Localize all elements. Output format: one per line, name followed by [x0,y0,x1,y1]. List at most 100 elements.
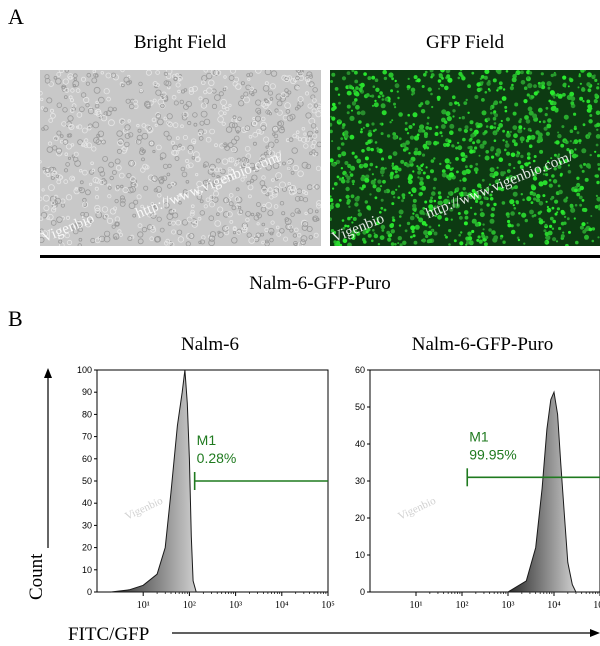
bright-cell [234,135,240,141]
gfp-cell [530,201,534,205]
gfp-cell [581,199,585,202]
gfp-cell [381,110,387,116]
gfp-cell [555,140,560,145]
bright-cell [300,239,307,246]
y-tick-label: 10 [82,565,92,575]
bright-cell [231,205,237,211]
gfp-cell [412,203,417,209]
bright-cell [254,233,260,239]
bright-cell [84,220,92,228]
gfp-cell [372,229,375,232]
gfp-cell [597,236,600,239]
gfp-cell [569,78,574,83]
bright-cell [228,103,232,108]
gfp-cell [451,144,455,148]
gfp-cell [441,124,446,129]
gfp-cell [430,75,433,79]
gfp-cell [438,200,443,206]
bright-cell [88,169,95,175]
gfp-cell [418,217,424,223]
bright-cell [265,109,271,115]
gfp-field-cells [330,70,600,246]
bright-cell [150,202,155,208]
bright-cell [51,207,57,213]
bright-cell [40,237,45,243]
gfp-cell [400,159,405,164]
bright-cell [297,96,304,103]
gfp-cell [365,123,370,128]
bright-cell [126,80,131,86]
gfp-cell [467,111,470,114]
x-tick-label: 10⁵ [321,600,335,611]
bright-cell [166,113,173,120]
gfp-cell [364,156,369,161]
y-tick-label: 60 [355,365,365,375]
bright-cell [203,118,211,126]
bright-cell [97,166,105,173]
gfp-cell [430,196,434,200]
gfp-cell [488,228,492,232]
gfp-cell [383,208,387,212]
bright-cell [294,196,301,202]
gfp-cell [501,96,507,101]
bright-cell [198,136,204,141]
gfp-cell [450,218,453,221]
gfp-cell [429,199,433,204]
bright-cell [264,99,269,104]
bright-cell [271,178,275,182]
gfp-cell [485,125,489,128]
bright-cell [276,232,282,237]
bright-cell [150,212,157,219]
gfp-cell [457,76,461,80]
bright-cell [141,132,149,140]
bright-cell [56,216,63,223]
gfp-cell [591,239,595,243]
gfp-cell [341,76,347,81]
bright-cell [78,187,83,192]
gfp-cell [412,234,416,238]
bright-cell [312,215,319,222]
gfp-cell [341,126,345,129]
bright-cell [185,241,191,246]
gfp-cell [481,234,486,239]
gfp-cell [504,148,507,152]
gfp-cell [590,215,593,217]
gfp-cell [557,93,563,99]
gfp-cell [524,115,529,120]
bright-cell [137,223,143,229]
bright-cell [100,114,108,122]
gfp-cell [354,79,359,84]
bright-cell [67,115,74,122]
bright-cell [300,235,308,243]
bright-cell [243,96,250,104]
bright-cell [99,171,106,177]
gfp-cell [375,217,380,221]
bright-cell [222,142,228,148]
bright-cell [162,163,169,169]
bright-cell [40,160,42,164]
gfp-cell [579,96,584,101]
bright-cell [284,102,291,109]
bright-cell [304,211,308,216]
bright-cell [127,236,133,242]
gfp-cell [516,223,520,227]
gfp-cell [492,116,497,121]
bright-cell [128,202,136,210]
bright-cell [290,171,295,175]
bright-cell [232,115,237,120]
bright-cell [256,110,262,115]
gfp-cell [531,95,535,99]
gfp-cell [582,100,585,103]
gfp-cell [338,198,342,202]
gfp-cell [547,118,552,123]
gfp-cell [536,139,541,144]
gfp-cell [485,150,489,154]
bright-cell [64,87,70,93]
gfp-cell [411,229,415,234]
gfp-cell [354,230,358,233]
gfp-cell [597,154,600,158]
gfp-cell [404,121,408,125]
gfp-cell [468,240,474,246]
gfp-cell [574,148,577,151]
